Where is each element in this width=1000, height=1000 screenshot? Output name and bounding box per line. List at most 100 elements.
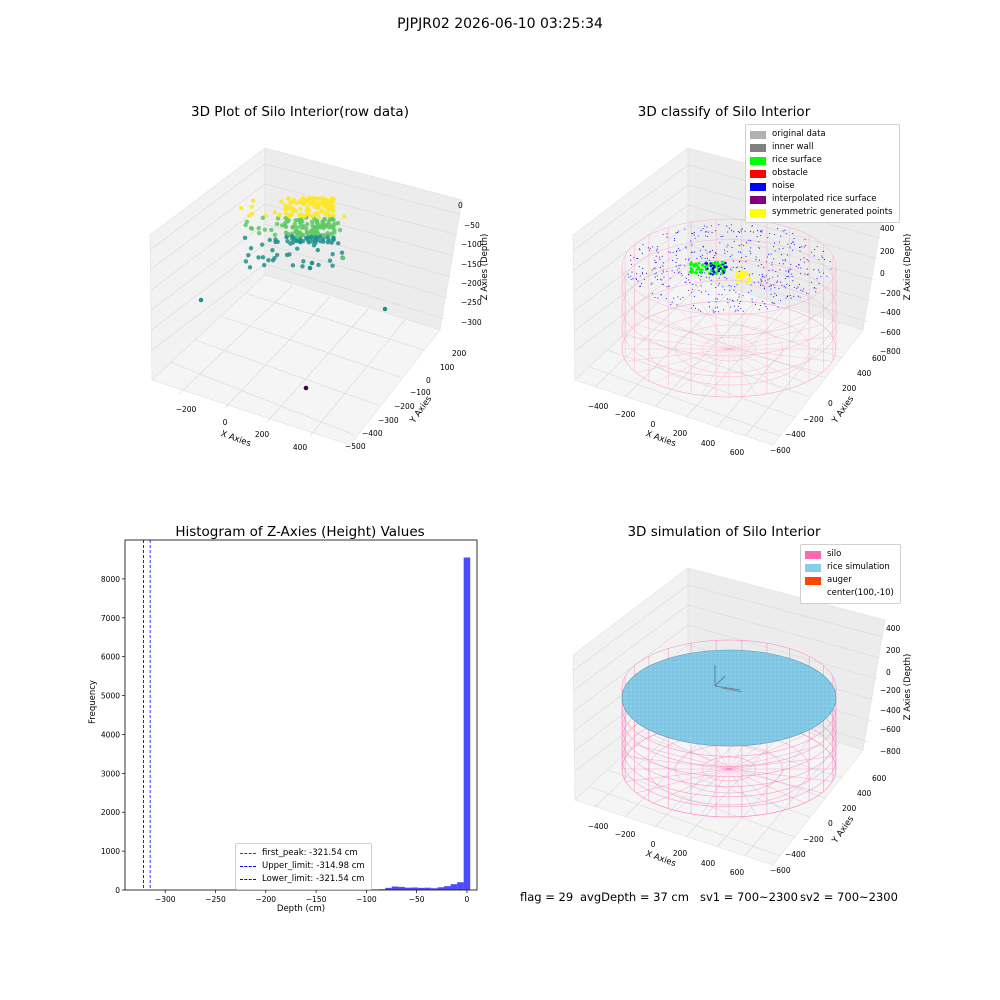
grid-point — [807, 293, 809, 295]
grid-point — [813, 269, 815, 271]
grid-point — [730, 268, 732, 270]
grid-point — [648, 249, 651, 251]
grid-point — [823, 258, 825, 261]
grid-point — [693, 231, 695, 234]
grid-point — [804, 273, 806, 275]
grid-point — [690, 240, 692, 242]
silo-floor-spoke — [728, 768, 822, 794]
p4-ytick: 600 — [872, 774, 887, 783]
grid-point — [767, 279, 769, 281]
histogram-bar — [463, 557, 471, 890]
grid-point — [768, 278, 771, 280]
legend-item: auger — [805, 574, 894, 587]
grid-point — [763, 266, 765, 268]
scatter-point — [285, 219, 290, 224]
grid-point — [713, 311, 715, 313]
grid-point — [673, 297, 675, 299]
grid-point — [718, 293, 720, 295]
grid-point — [762, 300, 764, 302]
scatter-point — [260, 215, 265, 220]
p1-ytick: 100 — [440, 363, 455, 372]
grid-point — [739, 300, 741, 303]
scatter-point — [243, 259, 249, 264]
legend-item: center(100,-10) — [805, 587, 894, 600]
scatter-point — [260, 255, 266, 260]
grid-point — [727, 244, 729, 246]
grid-point — [785, 297, 787, 299]
scatter-outlier-point — [198, 297, 204, 303]
grid-point — [800, 289, 802, 291]
grid-point — [684, 265, 686, 267]
p2-ztick: −400 — [880, 308, 901, 317]
grid-point — [740, 256, 742, 259]
grid-point — [720, 272, 722, 274]
grid-point — [798, 264, 800, 266]
scatter-point — [266, 257, 271, 263]
grid-point — [748, 274, 750, 276]
panel4-auger — [714, 665, 743, 693]
scatter-point — [305, 209, 310, 215]
symmetric-point — [745, 280, 749, 284]
grid-point — [773, 284, 775, 286]
grid-point — [700, 291, 703, 293]
grid-point — [711, 249, 713, 252]
scatter-point — [330, 251, 335, 257]
p2-xtick: 0 — [651, 420, 656, 429]
grid-point — [731, 254, 733, 256]
grid-point — [757, 265, 759, 267]
grid-point — [750, 230, 752, 232]
panel2-zlabel: Z Axies (Depth) — [903, 234, 913, 301]
histogram-bar — [411, 887, 418, 890]
grid-point — [810, 281, 812, 283]
grid-point — [655, 272, 657, 274]
grid-point — [766, 282, 768, 284]
grid-point — [738, 296, 740, 298]
grid-point — [726, 251, 728, 253]
grid-point — [762, 284, 764, 286]
grid-point — [699, 279, 701, 281]
grid-point — [671, 259, 673, 262]
grid-point — [787, 295, 789, 297]
grid-point — [740, 244, 742, 246]
scatter-point — [295, 225, 300, 230]
p1-xtick: 400 — [293, 443, 308, 452]
grid-point — [742, 295, 744, 297]
grid-point — [822, 250, 824, 253]
rice-surface-point — [690, 261, 693, 264]
grid-point — [755, 256, 757, 258]
legend-line — [240, 866, 256, 867]
p1-ztick: −100 — [461, 240, 482, 249]
scatter-point — [274, 221, 280, 227]
grid-point — [761, 280, 763, 282]
p1-xtick: 0 — [223, 418, 228, 427]
grid-point — [792, 233, 794, 235]
histogram-ytick-label: 5000 — [101, 692, 120, 701]
noise-point — [711, 267, 714, 270]
scatter-point — [256, 230, 262, 236]
grid-point — [815, 288, 817, 290]
p2-ytick: 0 — [828, 399, 833, 408]
footer-flag: flag = 29 — [520, 890, 574, 904]
grid-point — [656, 246, 659, 248]
grid-point — [776, 280, 778, 282]
grid-point — [810, 251, 812, 253]
silo-floor-spoke — [728, 734, 805, 770]
scatter-point — [283, 223, 288, 229]
scatter-point — [298, 206, 303, 212]
grid-point — [642, 244, 644, 246]
grid-point — [793, 295, 795, 297]
grid-point — [791, 249, 793, 251]
scatter-point — [331, 224, 336, 230]
p4-xtick: 600 — [730, 868, 745, 877]
p1-xtick: 200 — [255, 430, 270, 439]
grid-point — [709, 259, 711, 262]
legend-label: rice surface — [772, 155, 822, 165]
symmetric-point — [736, 280, 739, 284]
grid-point — [715, 301, 717, 303]
noise-point — [723, 265, 726, 268]
histogram-ytick-label: 6000 — [101, 653, 120, 662]
grid-point — [804, 261, 806, 263]
silo-floor-spoke — [728, 768, 757, 816]
p4-ytick: −600 — [770, 866, 791, 875]
scatter-point — [318, 196, 323, 201]
